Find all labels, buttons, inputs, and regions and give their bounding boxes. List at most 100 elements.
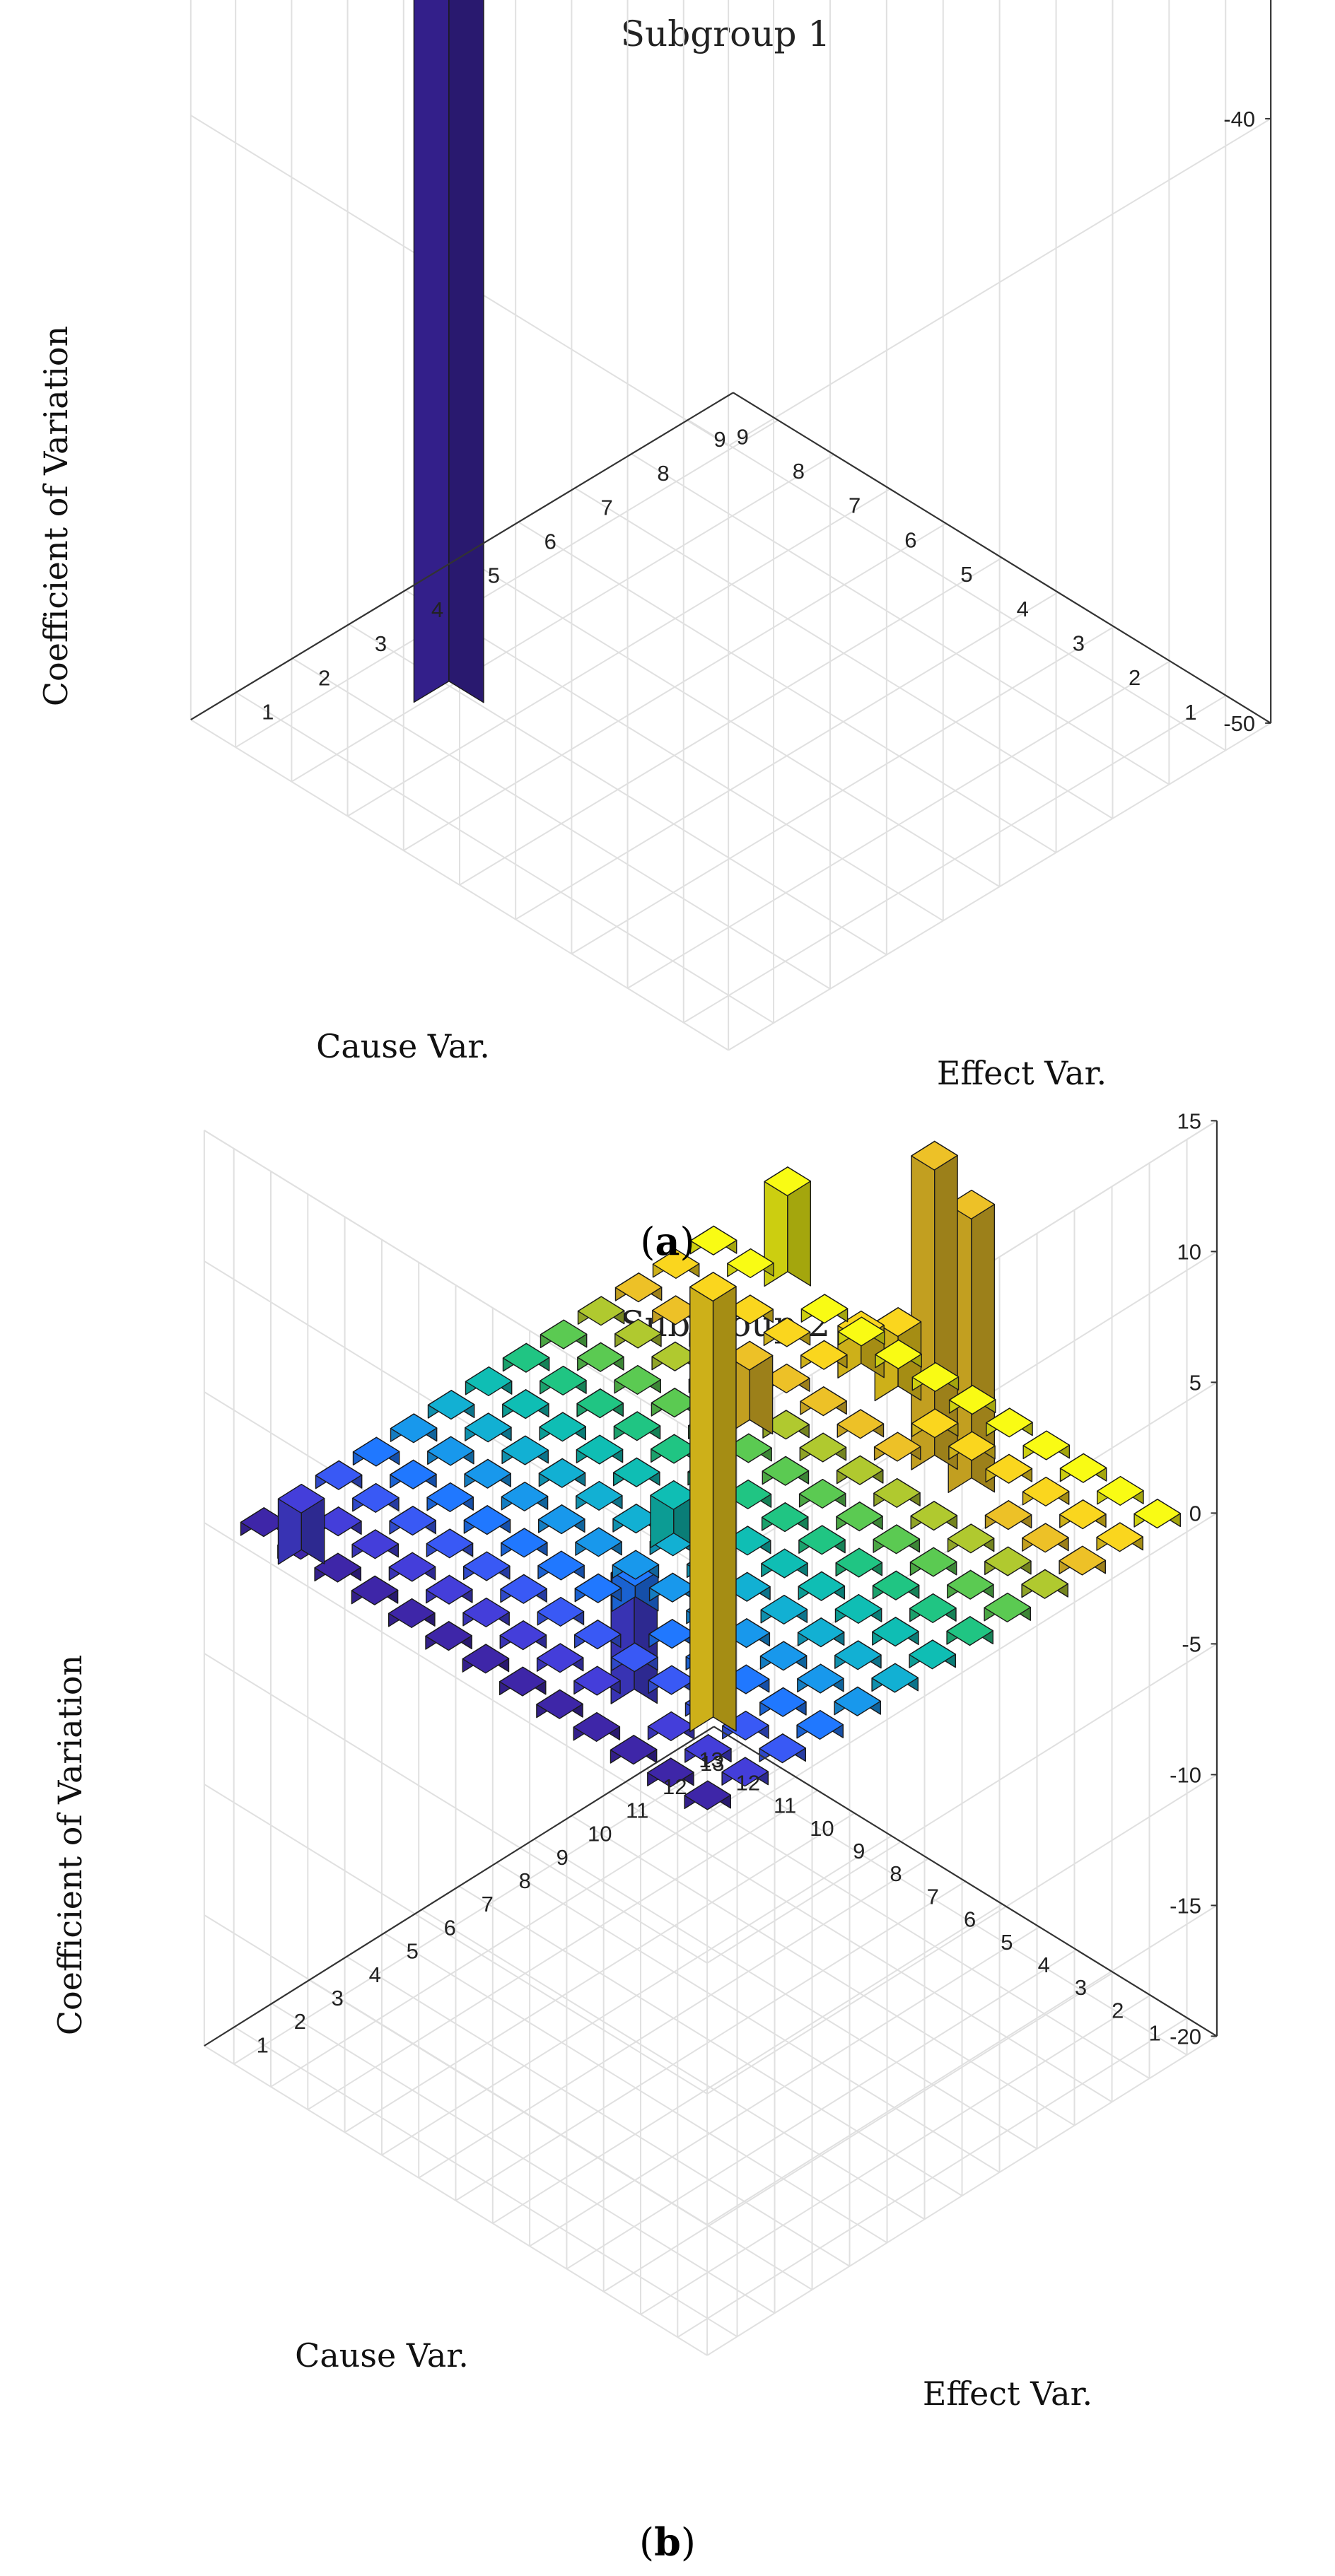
chart-a-ytick: 5 [488, 563, 500, 588]
bar-2-9 [947, 1569, 994, 1600]
bar-9-5 [538, 1504, 585, 1535]
bar-13-5 [390, 1413, 438, 1444]
chart-a-xtick: 8 [793, 459, 805, 484]
bar-1-10 [1021, 1569, 1069, 1599]
chart-b-ztick: 15 [1177, 1108, 1201, 1133]
bar-2-11 [1022, 1523, 1069, 1553]
chart-b-ytick: 7 [482, 1892, 494, 1916]
bar-8-2 [462, 1597, 510, 1628]
bar-12-7 [502, 1389, 549, 1419]
bar-12-6 [465, 1412, 512, 1443]
bar-13-10 [577, 1296, 625, 1326]
bar-5-9 [836, 1501, 883, 1532]
bar-5-12 [948, 1431, 996, 1461]
chart-a-ztick: -50 [1223, 711, 1255, 736]
chart-b-ztick: 0 [1189, 1501, 1201, 1526]
chart-b-ytick: 1 [257, 2032, 269, 2057]
bar-12-13 [727, 1248, 774, 1279]
bar-13-8 [502, 1342, 550, 1373]
bar-1-3 [759, 1733, 807, 1764]
chart-b-ytick: 9 [556, 1845, 569, 1870]
chart-b-ytick: 10 [588, 1822, 612, 1846]
bar-13-13 [689, 1225, 738, 1255]
bar-12-3 [352, 1482, 400, 1514]
bar-13-1 [240, 1507, 288, 1538]
chart-a-xtick: 3 [1073, 631, 1085, 656]
bar-11-2 [351, 1529, 399, 1559]
bar-7-3 [537, 1596, 585, 1627]
bar-6-2 [536, 1643, 584, 1673]
bar-13-2 [277, 1483, 325, 1565]
bar-7-9 [762, 1456, 810, 1486]
chart-a-zlabel: Coefficient of Variation [37, 326, 75, 706]
bar-2-8 [909, 1593, 957, 1624]
bar-1-11 [1059, 1545, 1107, 1576]
bar-6-13 [948, 1385, 996, 1415]
bar-2-4 [759, 1687, 807, 1717]
bar-12-5 [427, 1436, 474, 1466]
bar-10-5 [501, 1481, 549, 1512]
bar-2-1 [647, 1757, 694, 1788]
bar-6-8 [761, 1502, 809, 1533]
bar-1-8 [946, 1616, 994, 1646]
bar-3-1 [610, 1735, 658, 1765]
bar-10-1 [351, 1575, 399, 1605]
chart-b-xtick: 12 [736, 1770, 760, 1795]
chart-b-ztick: 5 [1189, 1370, 1201, 1395]
bar-9-13 [837, 1316, 885, 1347]
chart-b-zlabel: Coefficient of Variation [51, 1655, 89, 2035]
bar-8-5 [575, 1527, 622, 1557]
chart-b-bars [240, 1140, 1182, 1810]
bar-3-5 [759, 1641, 808, 1671]
bar-1-2 [721, 1757, 769, 1787]
bar-5-13 [986, 1407, 1033, 1438]
bar-4-1 [573, 1711, 621, 1743]
bar-1-9 [984, 1592, 1032, 1623]
bar-5-8 [798, 1525, 846, 1555]
bar-13-3 [315, 1460, 363, 1490]
bar-9-12 [800, 1340, 848, 1370]
bar-8-4 [537, 1550, 585, 1581]
bar-1-1 [684, 1780, 732, 1810]
bar-10-6 [538, 1458, 586, 1488]
bar-4-12 [985, 1453, 1033, 1484]
bar-8-1 [425, 1621, 472, 1651]
bar-4-13 [1022, 1430, 1071, 1460]
bar-7-10 [799, 1432, 847, 1463]
bar-2-12 [1059, 1499, 1107, 1530]
bar-2-7 [872, 1617, 919, 1647]
chart-b-ytick: 5 [407, 1939, 419, 1964]
bar-1-4 [796, 1709, 844, 1740]
chart-a-ylabel: Effect Var. [937, 1054, 1107, 1092]
bar-12-10 [614, 1318, 662, 1349]
chart-b: Subgroup 2 151050-5-10-15-20123456789101… [51, 1108, 1218, 2413]
bar-3-2 [647, 1711, 695, 1742]
bar-11-6 [501, 1435, 549, 1465]
bar-1-7 [909, 1639, 957, 1670]
bar-11-13 [764, 1166, 812, 1287]
bar-6-10 [836, 1455, 884, 1485]
bar-2-3 [722, 1710, 769, 1741]
chart-a-xtick: 7 [849, 493, 861, 518]
bar-10-13 [800, 1294, 849, 1324]
bar-11-7 [539, 1412, 586, 1442]
bar-13-11 [614, 1272, 663, 1303]
chart-b-ytick: 6 [444, 1915, 456, 1940]
bar-8-3 [500, 1574, 547, 1604]
bar-12-12 [689, 1272, 737, 1733]
bar-7-11 [836, 1409, 885, 1439]
bar-2-2 [684, 1734, 732, 1764]
bar-1-5 [834, 1686, 882, 1716]
chart-b-xlabel: Cause Var. [295, 2336, 469, 2375]
chart-a-ytick: 2 [318, 665, 330, 690]
bar-2-10 [984, 1546, 1032, 1576]
bar-10-3 [426, 1528, 474, 1559]
chart-a-ytick: 1 [262, 700, 274, 725]
bar-2-13 [1097, 1475, 1144, 1506]
bar-6-1 [413, 0, 484, 703]
bar-6-12 [911, 1408, 959, 1439]
bar-4-3 [648, 1665, 696, 1695]
bar-9-6 [576, 1480, 623, 1511]
chart-a-bars [413, 0, 484, 703]
